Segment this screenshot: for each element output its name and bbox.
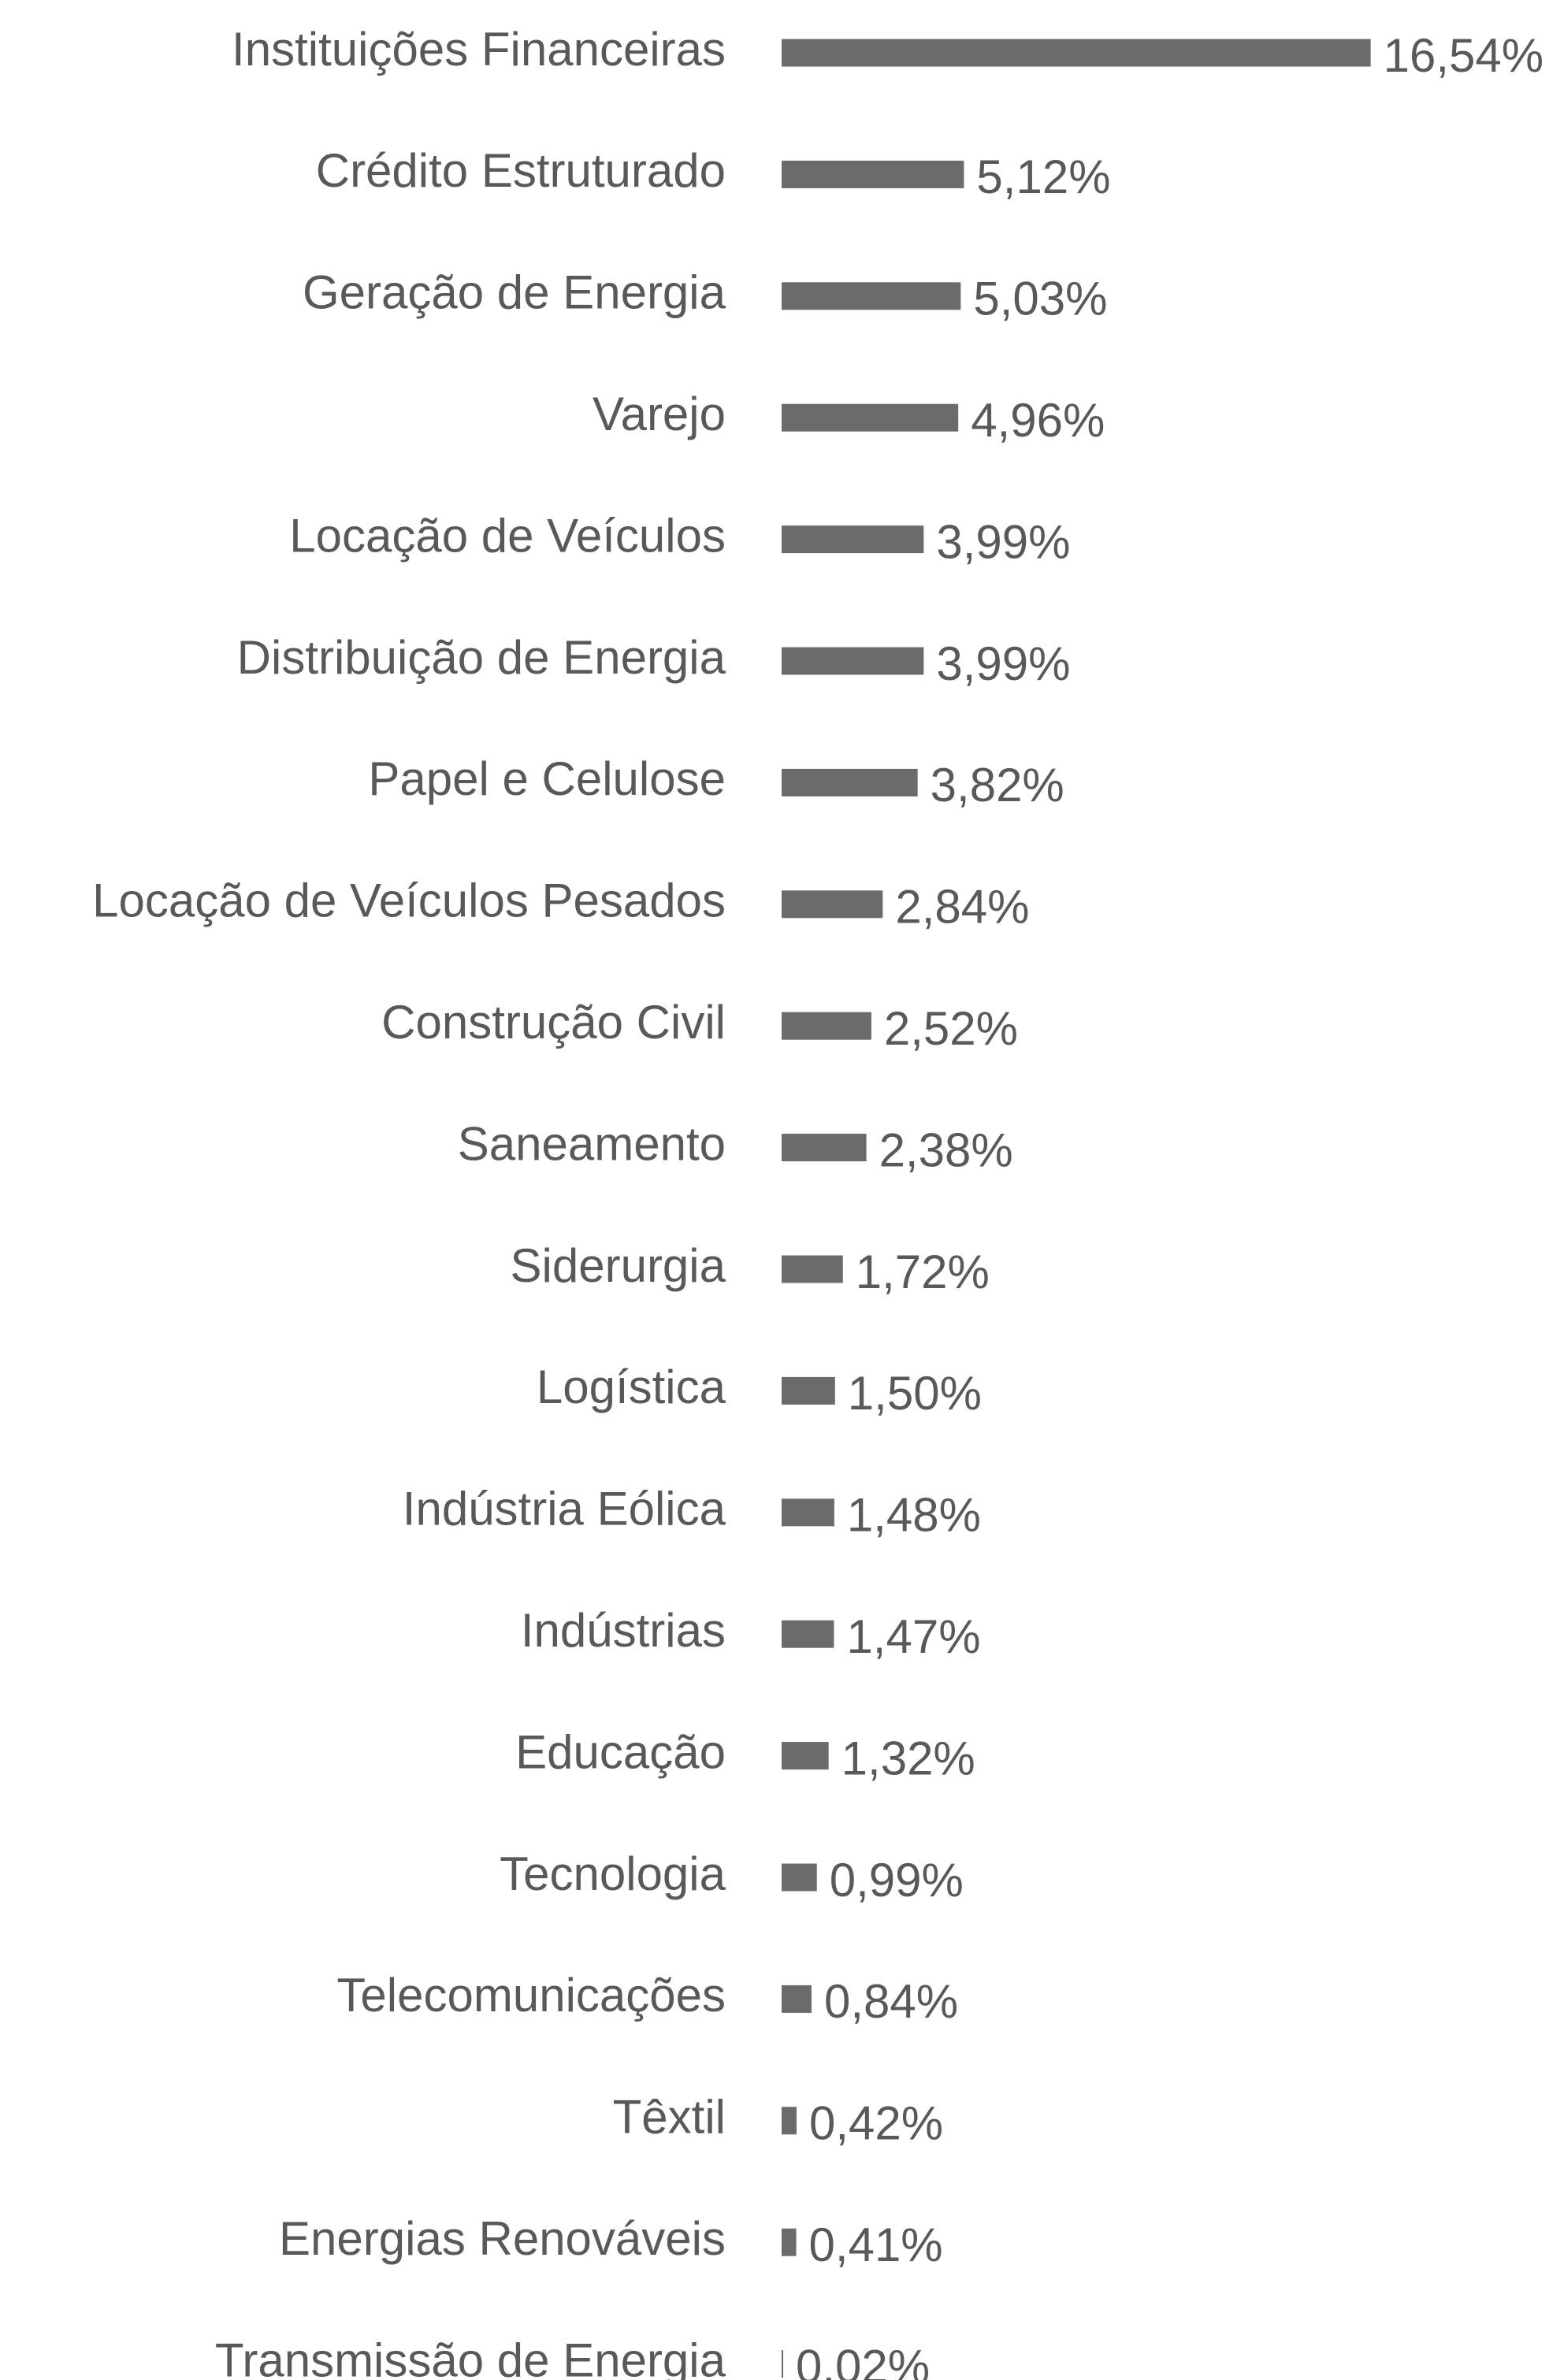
value-label: 5,12%	[976, 150, 1110, 203]
bar	[782, 647, 924, 675]
value-label: 2,38%	[879, 1123, 1013, 1176]
value-label: 0,02%	[796, 2340, 930, 2380]
value-label: 1,48%	[847, 1489, 981, 1542]
bar	[782, 282, 961, 310]
value-label: 0,99%	[830, 1854, 964, 1907]
bar	[782, 1255, 843, 1283]
value-label: 0,42%	[809, 2097, 943, 2150]
value-label: 3,82%	[931, 759, 1064, 811]
category-label: Distribuição de Energia	[237, 631, 726, 684]
category-label: Geração de Energia	[303, 266, 726, 319]
value-label: 3,99%	[936, 515, 1070, 568]
category-label: Transmissão de Energia	[215, 2334, 726, 2380]
bar	[782, 1742, 829, 1770]
category-label: Têxtil	[613, 2091, 726, 2144]
value-label: 1,72%	[856, 1246, 990, 1298]
value-label: 1,50%	[848, 1367, 982, 1420]
bar	[782, 525, 924, 554]
bar	[782, 2350, 783, 2378]
bar	[782, 39, 1371, 67]
value-label: 0,84%	[824, 1975, 958, 2028]
bar	[782, 1498, 834, 1527]
category-label: Papel e Celulose	[368, 752, 726, 805]
category-label: Locação de Veículos Pesados	[92, 874, 726, 927]
category-label: Indústrias	[521, 1604, 726, 1657]
category-label: Instituições Financeiras	[232, 23, 726, 76]
bar	[782, 403, 959, 432]
bar	[782, 1012, 871, 1040]
bar	[782, 768, 918, 796]
category-label: Tecnologia	[500, 1847, 726, 1900]
value-label: 0,41%	[809, 2218, 943, 2271]
category-label: Saneamento	[458, 1117, 726, 1170]
bar	[782, 1376, 835, 1405]
category-label: Logística	[537, 1361, 726, 1413]
category-label: Telecomunicações	[336, 1969, 726, 2022]
bar	[782, 160, 964, 188]
value-label: 4,96%	[971, 394, 1105, 447]
category-label: Construção Civil	[381, 996, 726, 1049]
value-label: 16,54%	[1384, 29, 1544, 82]
value-label: 2,52%	[884, 1002, 1018, 1055]
bar	[782, 1134, 867, 1162]
value-label: 5,03%	[973, 273, 1107, 325]
value-label: 1,47%	[846, 1610, 980, 1663]
value-label: 2,84%	[895, 881, 1029, 934]
category-label: Indústria Eólica	[403, 1483, 726, 1535]
category-label: Siderurgia	[511, 1239, 726, 1292]
category-label: Crédito Estruturado	[316, 144, 726, 197]
category-label: Locação de Veículos	[289, 509, 726, 562]
bar	[782, 1985, 812, 2013]
category-label: Educação	[515, 1725, 726, 1778]
bar	[782, 2228, 797, 2256]
category-label: Energias Renováveis	[279, 2212, 726, 2265]
bar	[782, 890, 883, 919]
value-label: 1,32%	[841, 1732, 975, 1784]
value-label: 3,99%	[936, 637, 1070, 690]
category-label: Varejo	[593, 388, 726, 440]
bar	[782, 1620, 834, 1648]
bar	[782, 2107, 797, 2135]
bar	[782, 1863, 817, 1892]
